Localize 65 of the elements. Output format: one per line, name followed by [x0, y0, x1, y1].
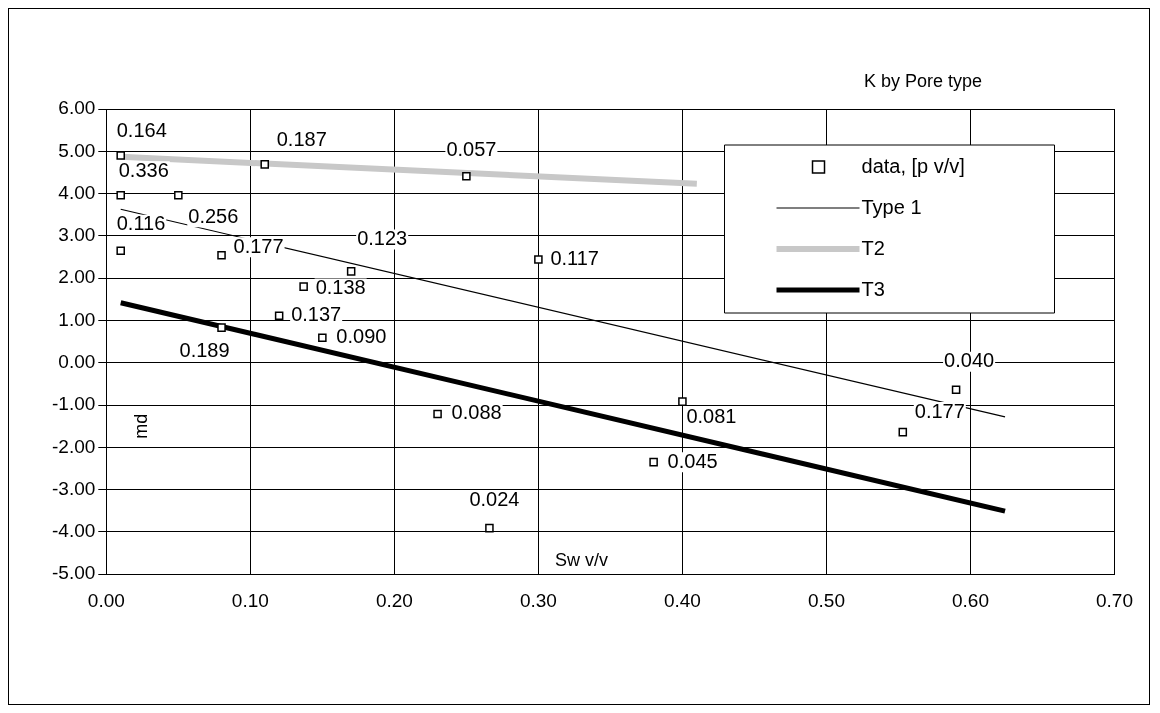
- y-tick-label: 6.00: [58, 97, 96, 119]
- point: [462, 171, 471, 181]
- x-tick-label: 0.10: [231, 589, 269, 611]
- annotation: 0.045: [667, 449, 718, 472]
- y-tick-label: -5.00: [51, 562, 96, 584]
- point: [299, 282, 308, 291]
- annotation: 0.117: [550, 247, 599, 270]
- x-tick-label: 0.70: [1096, 589, 1133, 611]
- point: [534, 255, 543, 264]
- y-tick-label: -2.00: [51, 435, 96, 457]
- point: [116, 151, 125, 160]
- point: [433, 409, 442, 419]
- annotation: 0.187: [276, 127, 327, 150]
- point: [898, 427, 908, 437]
- annotation: 0.123: [357, 226, 408, 249]
- point: [318, 333, 327, 343]
- y-tick-label: 2.00: [58, 266, 96, 288]
- annotation: 0.088: [451, 401, 502, 424]
- annotation: 0.189: [179, 339, 230, 362]
- annotation: 0.177: [914, 399, 965, 422]
- y-axis-title: md: [130, 413, 151, 439]
- y-tick-label: 3.00: [58, 224, 96, 246]
- point: [485, 523, 494, 533]
- annotation: 0.177: [233, 234, 284, 257]
- chart-title: K by Pore type: [863, 71, 982, 91]
- y-tick-label: 5.00: [58, 139, 96, 161]
- point: [260, 160, 270, 169]
- x-tick-label: 0.50: [807, 589, 845, 611]
- point: [174, 190, 183, 200]
- x-tick-label: 0.20: [375, 589, 413, 611]
- x-tick-label: 0.40: [663, 589, 701, 611]
- annotation: 0.057: [446, 137, 497, 160]
- point: [116, 246, 125, 255]
- annotation: 0.137: [291, 303, 342, 326]
- annotation: 0.116: [116, 212, 166, 235]
- annotation: 0.138: [315, 276, 366, 299]
- x-tick-label: 0.30: [519, 589, 557, 611]
- annotation: 0.024: [469, 487, 520, 510]
- legend-label: data, [p v/v]: [861, 154, 965, 177]
- x-tick-label: 0.60: [951, 589, 989, 611]
- point: [217, 323, 226, 332]
- point: [274, 311, 284, 321]
- annotation: 0.081: [686, 405, 737, 428]
- annotation: 0.256: [188, 204, 239, 227]
- x-axis-title: Sw v/v: [555, 550, 609, 571]
- point: [951, 385, 961, 395]
- legend-label: T2: [861, 236, 885, 259]
- legend-label: Type 1: [861, 195, 922, 218]
- annotation: 0.336: [118, 158, 169, 181]
- point: [346, 267, 356, 276]
- y-tick-label: -4.00: [51, 520, 96, 542]
- y-tick-label: -1.00: [51, 393, 96, 415]
- y-tick-label: -3.00: [51, 477, 96, 499]
- annotation: 0.164: [116, 119, 167, 142]
- x-tick-label: 0.00: [87, 589, 125, 611]
- point: [678, 397, 687, 406]
- annotation: 0.040: [944, 349, 995, 372]
- point: [116, 190, 125, 200]
- y-tick-label: 1.00: [58, 308, 96, 330]
- legend-label: T3: [861, 277, 885, 300]
- point: [649, 457, 658, 467]
- y-tick-label: 0.00: [58, 350, 96, 372]
- y-tick-label: 4.00: [58, 181, 96, 203]
- annotation: 0.090: [336, 325, 387, 348]
- point: [217, 251, 226, 260]
